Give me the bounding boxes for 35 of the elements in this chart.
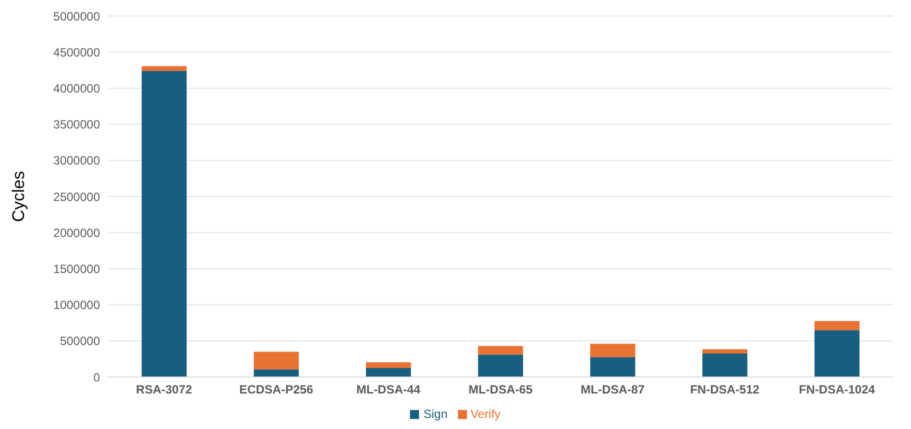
legend-label: Verify	[470, 407, 501, 421]
bar	[142, 66, 187, 71]
y-tick-label: 1500000	[53, 262, 100, 276]
y-tick-label: 3000000	[53, 154, 100, 168]
bar	[366, 362, 411, 368]
x-tick-label: ML-DSA-65	[468, 382, 533, 397]
x-tick-label: ML-DSA-87	[580, 382, 645, 397]
x-tick-label: RSA-3072	[136, 382, 192, 397]
y-tick-label: 2000000	[53, 226, 100, 240]
legend-label: Sign	[423, 407, 448, 421]
bar	[142, 70, 187, 377]
y-tick-label: 1000000	[53, 298, 100, 312]
bar	[814, 330, 860, 377]
bar	[814, 321, 860, 330]
bar	[478, 346, 524, 355]
x-tick-label: FN-DSA-1024	[798, 382, 876, 397]
y-tick-label: 0	[93, 370, 100, 384]
y-tick-label: 2500000	[53, 190, 100, 204]
y-tick-label: 4500000	[53, 45, 100, 60]
y-tick-label: 4000000	[53, 81, 100, 96]
bar	[590, 357, 636, 377]
y-tick-label: 5000000	[53, 9, 100, 24]
bar	[702, 349, 748, 354]
bar	[478, 354, 524, 377]
y-tick-label: 3500000	[53, 118, 100, 132]
x-tick-label: ML-DSA-44	[356, 382, 421, 397]
x-tick-label: FN-DSA-512	[690, 382, 760, 397]
y-tick-label: 500000	[60, 334, 100, 348]
bar	[366, 368, 411, 377]
bar	[702, 354, 748, 377]
bar	[254, 352, 299, 370]
x-tick-label: ECDSA-P256	[239, 382, 314, 397]
bar	[590, 344, 636, 358]
y-axis-title: Cycles	[9, 170, 28, 222]
bar	[254, 369, 299, 377]
